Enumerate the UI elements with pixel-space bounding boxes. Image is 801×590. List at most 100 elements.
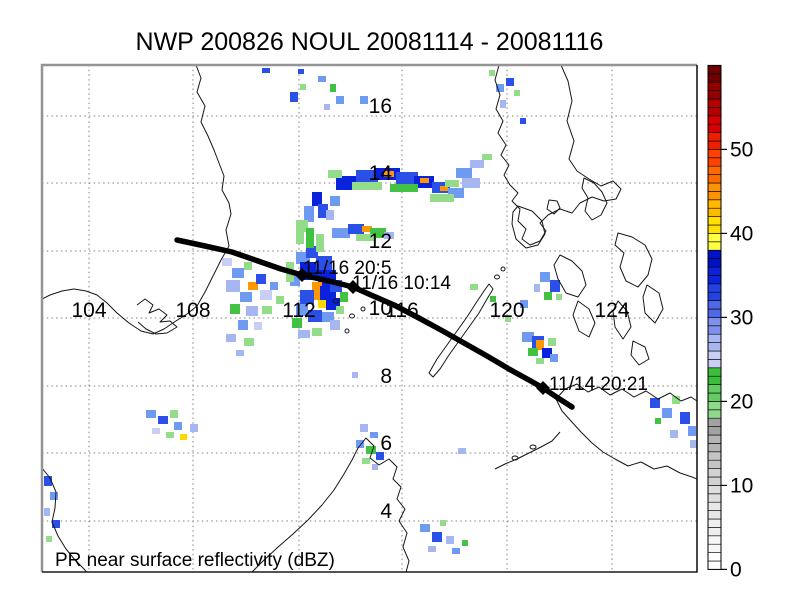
rain-cell <box>356 170 378 182</box>
lon-label-120: 120 <box>489 299 524 322</box>
lat-label-4: 4 <box>380 500 392 523</box>
rain-cell <box>180 434 187 440</box>
rain-cell <box>490 296 496 302</box>
lon-label-104: 104 <box>71 299 106 322</box>
colorbar-segment <box>707 291 722 301</box>
colorbar-segment <box>707 182 722 192</box>
colorbar-segment <box>707 149 722 159</box>
rain-cell <box>462 540 468 546</box>
rain-cell <box>44 508 50 516</box>
rain-cell <box>430 194 454 202</box>
colorbar-segment <box>707 73 722 83</box>
footer-label: PR near surface reflectivity (dBZ) <box>55 550 335 571</box>
coastline-leyte <box>642 284 664 324</box>
lat-label-16: 16 <box>369 95 392 118</box>
colorbar-segment <box>707 367 722 377</box>
rain-cell <box>262 68 270 73</box>
rain-cell <box>336 96 344 104</box>
colorbar-tick-label: 50 <box>730 138 753 161</box>
colorbar-segment <box>707 342 722 352</box>
colorbar-segment <box>707 325 722 335</box>
rain-cell <box>50 492 58 500</box>
rain-cell <box>290 276 300 286</box>
track-time-label: 11/16 10:14 <box>352 273 451 294</box>
track-time-label: 11/14 20:21 <box>549 374 648 395</box>
colorbar-segment <box>707 485 722 495</box>
rain-cell <box>362 226 372 232</box>
rain-cell <box>536 358 544 364</box>
colorbar-tick-label: 30 <box>730 306 753 329</box>
colorbar-segment <box>707 241 722 251</box>
rain-cell <box>236 350 244 356</box>
colorbar-segment <box>707 468 722 478</box>
rain-cell <box>226 334 236 342</box>
islet-calamian-1 <box>494 274 500 280</box>
rain-cell <box>330 320 340 330</box>
rain-cell <box>514 90 520 96</box>
colorbar-segment <box>707 375 722 385</box>
rain-cell <box>672 396 680 404</box>
colorbar-segment <box>707 266 722 276</box>
colorbar-tick-label: 40 <box>730 222 753 245</box>
colorbar <box>707 64 722 570</box>
rain-cell <box>52 520 60 528</box>
rain-cell <box>306 228 314 248</box>
lat-label-14: 14 <box>369 162 393 185</box>
rain-cell <box>550 280 560 292</box>
rain-cell <box>452 548 460 554</box>
rain-cell <box>152 428 160 434</box>
rain-cell <box>146 410 156 418</box>
rain-cell <box>370 228 386 238</box>
colorbar-segment <box>707 123 722 133</box>
rain-cell <box>158 416 168 424</box>
colorbar-segment <box>707 392 722 402</box>
rain-cell <box>680 412 690 424</box>
rain-cell <box>370 432 378 438</box>
storm-track-markers <box>295 268 550 395</box>
rain-cell <box>540 272 550 282</box>
colorbar-segment <box>707 535 722 545</box>
rain-cell <box>244 262 252 270</box>
rain-cell <box>322 312 334 322</box>
rain-cell <box>318 300 326 308</box>
rain-cell <box>222 258 232 266</box>
colorbar-segment <box>707 107 722 117</box>
rain-cell <box>340 292 348 302</box>
rain-cell <box>362 458 370 464</box>
colorbar-segment <box>707 132 722 142</box>
plot-frame-bottomright <box>42 65 698 573</box>
rain-cell <box>396 172 418 184</box>
colorbar-segment <box>707 115 722 125</box>
colorbar-segment <box>707 300 722 310</box>
rain-cell <box>318 204 328 218</box>
colorbar-segment <box>707 81 722 91</box>
colorbar-segment <box>707 191 722 201</box>
rain-cell <box>44 476 52 486</box>
rain-cell <box>232 268 244 278</box>
lon-label-112: 112 <box>282 299 315 322</box>
rain-cell <box>432 532 442 542</box>
rain-cell <box>384 171 394 177</box>
rain-cell <box>262 306 272 314</box>
rain-cell <box>332 228 350 238</box>
coastline-mindanao-west <box>555 398 697 480</box>
grid-lines <box>42 65 697 572</box>
colorbar-segment <box>707 90 722 100</box>
colorbar-segment <box>707 140 722 150</box>
islet-spratly-1 <box>332 298 340 304</box>
islet-spratly-3 <box>360 306 366 312</box>
colorbar-segment <box>707 224 722 234</box>
rain-cell <box>46 536 52 542</box>
islet-spratly-2 <box>349 313 355 319</box>
storm-track <box>174 237 575 410</box>
rain-cell <box>384 232 394 239</box>
colorbar-segment <box>707 527 722 537</box>
rain-cell <box>270 282 278 290</box>
rain-cell <box>376 452 384 460</box>
colorbar-segment <box>707 543 722 553</box>
colorbar-segment <box>707 199 722 209</box>
colorbar-segment <box>707 476 722 486</box>
colorbar-segment <box>707 216 722 226</box>
rain-cell <box>544 292 552 300</box>
